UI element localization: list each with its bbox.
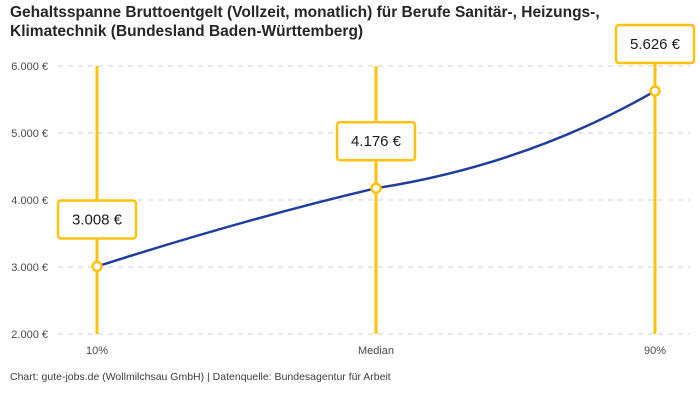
value-label-box bbox=[56, 199, 138, 240]
value-label: 3.008 € bbox=[72, 211, 123, 228]
data-point-marker bbox=[649, 85, 661, 97]
data-point-marker bbox=[370, 182, 382, 194]
y-tick-label: 3.000 € bbox=[11, 262, 48, 274]
x-tick-label: Median bbox=[358, 345, 394, 357]
x-tick-label: 10% bbox=[86, 345, 108, 357]
y-tick-label: 5.000 € bbox=[11, 128, 48, 140]
value-label-box bbox=[614, 23, 696, 65]
y-tick-label: 2.000 € bbox=[11, 329, 48, 341]
chart-title: Gehaltsspanne Bruttoentgelt (Vollzeit, m… bbox=[10, 4, 600, 40]
data-point-marker bbox=[91, 260, 103, 273]
value-label-box bbox=[335, 120, 417, 162]
y-tick-label: 4.000 € bbox=[11, 195, 48, 207]
value-label: 4.176 € bbox=[351, 133, 402, 150]
value-label: 5.626 € bbox=[630, 36, 681, 53]
chart-source: Chart: gute-jobs.de (Wollmilchsau GmbH) … bbox=[10, 371, 391, 383]
y-tick-label: 6.000 € bbox=[11, 61, 48, 73]
x-tick-label: 90% bbox=[644, 345, 666, 357]
